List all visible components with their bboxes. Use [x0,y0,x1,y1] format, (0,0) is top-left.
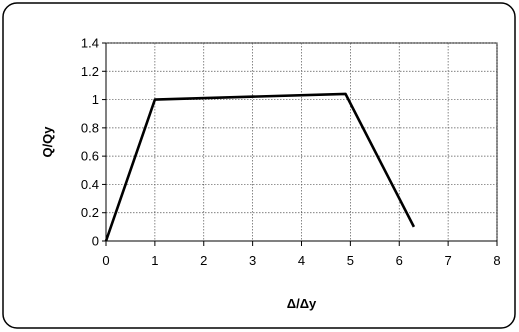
y-tick-label: 1 [92,92,99,107]
x-tick-label: 8 [493,253,500,268]
gridlines [106,42,498,241]
y-tick-label: 1.2 [81,64,99,79]
y-tick-label: 0.2 [81,205,99,220]
x-tick-label: 5 [347,253,354,268]
x-tick-label: 4 [298,253,305,268]
tick-labels: 0 0.2 0.4 0.6 0.8 1 1.2 1.4 0 1 2 3 4 5 6 7 8 [81,36,501,269]
series-line-0 [104,92,416,242]
x-tick-label: 6 [396,253,403,268]
series-layer [104,92,416,242]
x-tick-label: 1 [151,253,158,268]
y-tick-label: 0.8 [81,120,99,135]
y-axis-title: Q/Qy [40,126,55,158]
x-tick-label: 2 [200,253,207,268]
x-tick-label: 7 [445,253,452,268]
y-tick-label: 0 [92,234,99,249]
x-tick-label: 0 [102,253,109,268]
y-tick-label: 0.4 [81,177,99,192]
axes [102,42,498,246]
y-tick-label: 1.4 [81,36,99,51]
x-tick-label: 3 [249,253,256,268]
y-tick-label: 0.6 [81,149,99,164]
x-axis-title: Δ/Δy [287,296,317,311]
